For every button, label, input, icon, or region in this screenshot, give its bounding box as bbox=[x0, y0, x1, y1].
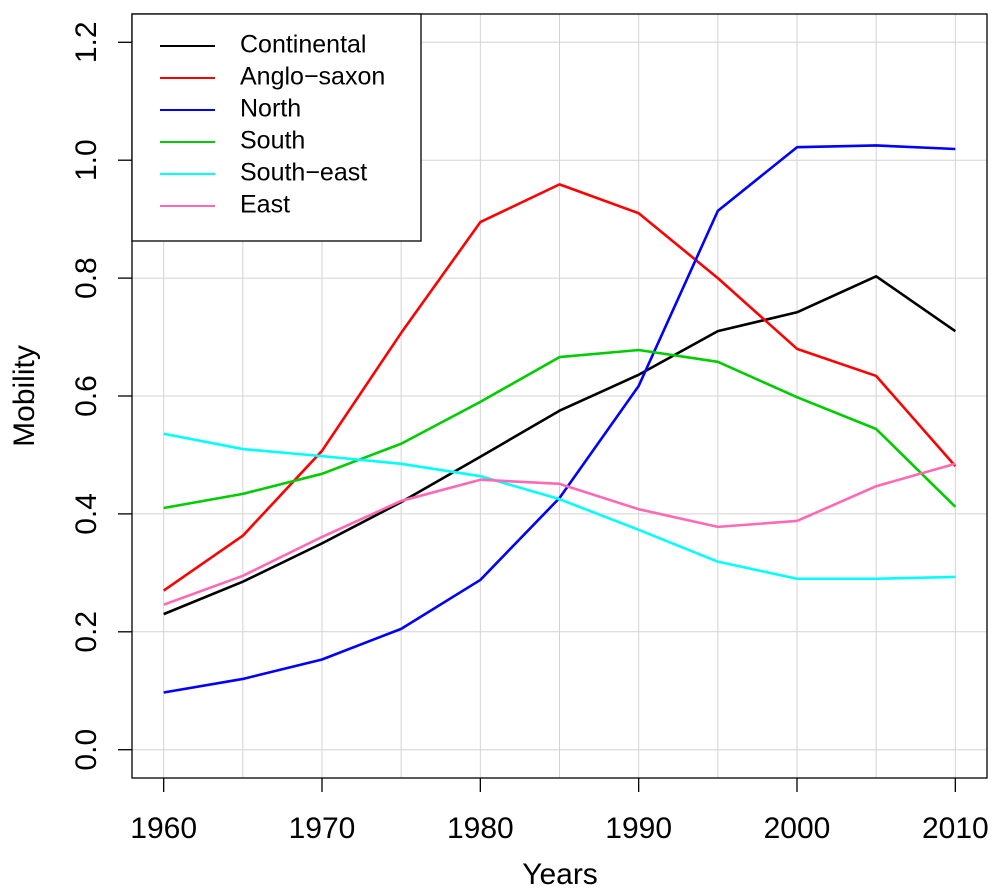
plot-frame bbox=[131, 13, 988, 779]
x-tick-label: 1990 bbox=[605, 812, 672, 845]
legend-label: South−east bbox=[240, 159, 367, 187]
series-line bbox=[163, 462, 956, 606]
x-axis-label: Years bbox=[522, 858, 598, 891]
y-tick-label: 0.8 bbox=[70, 257, 103, 299]
x-tick-label: 2000 bbox=[764, 812, 831, 845]
y-tick-label: 0.6 bbox=[70, 375, 103, 417]
legend-label: Continental bbox=[240, 31, 366, 59]
legend-label: North bbox=[240, 95, 301, 123]
y-tick-label: 0.2 bbox=[70, 611, 103, 653]
legend-box bbox=[131, 13, 422, 242]
y-tick-label: 0.4 bbox=[70, 493, 103, 535]
series-line bbox=[163, 432, 956, 581]
y-tick-label: 1.0 bbox=[70, 139, 103, 181]
x-tick-label: 2010 bbox=[922, 812, 989, 845]
y-axis-label: Mobility bbox=[8, 345, 41, 447]
series-line bbox=[162, 183, 957, 592]
series-line bbox=[163, 275, 957, 616]
x-tick-label: 1960 bbox=[130, 812, 197, 845]
series-line bbox=[163, 348, 957, 510]
legend-label: East bbox=[240, 191, 290, 219]
x-tick-label: 1980 bbox=[447, 812, 514, 845]
y-tick-label: 1.2 bbox=[70, 21, 103, 63]
x-tick-label: 1970 bbox=[289, 812, 356, 845]
y-tick-label: 0.0 bbox=[70, 729, 103, 771]
legend-label: Anglo−saxon bbox=[240, 63, 385, 91]
legend-label: South bbox=[240, 127, 305, 155]
